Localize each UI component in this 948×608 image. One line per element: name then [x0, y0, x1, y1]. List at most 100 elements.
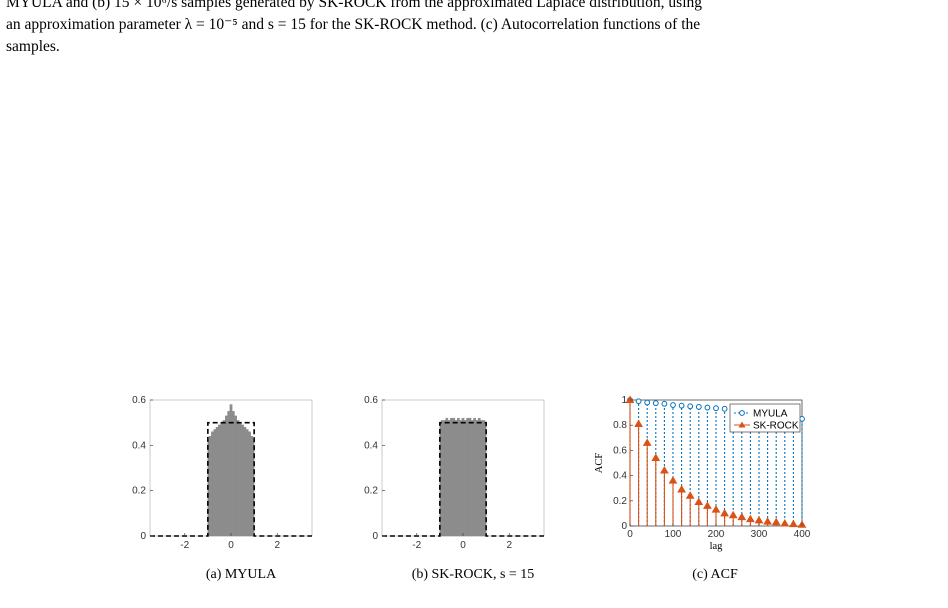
figure-caption: MYULA and (b) 15 × 10⁶/s samples generat…	[6, 0, 942, 58]
histogram-skrock: 0 0.2 0.4 0.6 -2 0 2	[350, 392, 550, 551]
histogram-bar	[218, 424, 221, 537]
histogram-bar	[463, 420, 467, 537]
point	[737, 512, 747, 521]
point	[763, 517, 772, 525]
y-axis-label: ACF	[594, 453, 605, 474]
point	[694, 497, 704, 506]
x-axis-label: lag	[710, 541, 724, 552]
x-tick-label: 2	[507, 540, 513, 551]
histogram-bar	[454, 420, 458, 537]
point	[687, 403, 694, 410]
point	[652, 400, 659, 407]
point	[711, 505, 721, 513]
point	[661, 400, 668, 407]
histogram-bar	[480, 420, 483, 537]
reference-density-line	[150, 421, 312, 537]
histogram-svg: 0 0.2 0.4 0.6 -2 0 2	[364, 395, 545, 551]
legend-label: SK-ROCK	[753, 421, 799, 432]
y-tick-label: 0.6	[613, 445, 627, 456]
point	[642, 438, 652, 446]
subcaption-b: (b) SK-ROCK, s = 15	[411, 567, 535, 582]
x-tick-label: -2	[412, 540, 421, 551]
point	[713, 405, 719, 412]
histogram-bar	[459, 420, 463, 537]
histogram-bar	[445, 417, 449, 537]
acf-plot: 0 0.2 0.4 0.6 0.8 1 0 100 200 300 400 lag ACF MYULA SK…	[590, 392, 820, 552]
point	[721, 405, 728, 412]
histogram-bar	[443, 420, 446, 537]
point	[771, 517, 781, 526]
point	[720, 508, 729, 517]
point	[703, 501, 712, 509]
y-tick-label: 0.2	[364, 486, 378, 497]
point	[780, 518, 790, 527]
histogram-bar	[450, 417, 453, 537]
histogram-bar	[215, 427, 219, 537]
histogram-bar	[227, 411, 231, 537]
legend-marker	[739, 410, 745, 416]
point	[660, 466, 669, 474]
x-tick-label: 0	[627, 529, 633, 540]
x-tick-label: 300	[751, 529, 768, 540]
point	[668, 476, 678, 484]
histogram-bar	[243, 427, 247, 537]
point	[625, 395, 635, 403]
y-tick-label: 0	[140, 531, 146, 542]
histogram-bar	[468, 417, 472, 537]
y-tick-label: 0	[372, 531, 378, 542]
y-tick-label: 0.6	[364, 395, 378, 406]
legend-marker	[738, 421, 746, 428]
histogram-bar	[457, 417, 460, 537]
histogram-bar	[482, 420, 486, 537]
x-tick-label: 200	[708, 529, 725, 540]
point	[678, 402, 685, 409]
y-tick-label: 0.2	[132, 486, 146, 497]
histogram-bar	[470, 420, 474, 537]
histogram-bar	[225, 415, 228, 537]
histogram-bar	[452, 417, 456, 537]
caption-line-1: MYULA and (b) 15 × 10⁶/s samples generat…	[6, 0, 703, 11]
y-tick-label: 0.4	[132, 440, 146, 451]
y-tick-label: 0	[621, 521, 627, 532]
point	[670, 402, 676, 408]
legend-label: MYULA	[753, 409, 788, 420]
point	[695, 404, 702, 410]
point	[728, 510, 738, 519]
point	[651, 453, 661, 461]
point	[754, 515, 764, 524]
point	[746, 514, 755, 523]
histogram-bar	[229, 404, 233, 537]
caption-line-2: an approximation parameter λ = 10⁻⁵ and …	[6, 16, 701, 33]
point	[635, 398, 642, 405]
point	[644, 399, 651, 406]
histogram-svg: 0 0.2 0.4 0.6 -2 0 2	[132, 395, 313, 551]
x-tick-label: 0	[228, 540, 234, 551]
y-tick-label: 0.4	[364, 440, 378, 451]
point	[634, 419, 643, 427]
histogram-bar	[466, 417, 469, 537]
histogram-myula: 0 0.2 0.4 0.6 -2 0 2	[118, 392, 318, 551]
y-tick-label: 1	[621, 395, 627, 406]
x-tick-label: 400	[794, 529, 811, 540]
histogram-bar	[461, 417, 465, 537]
x-tick-label: 2	[275, 540, 281, 551]
point	[789, 519, 798, 528]
histogram-bar	[220, 422, 224, 537]
point	[704, 404, 711, 411]
histogram-bar	[234, 415, 237, 537]
histogram-bar	[248, 431, 251, 537]
caption-line-3: samples.	[6, 38, 60, 55]
point	[685, 491, 695, 499]
histogram-bar	[473, 417, 476, 537]
histogram-bar	[245, 429, 249, 537]
reference-density-line	[382, 421, 544, 537]
subcaption-c: (c) ACF	[692, 567, 738, 582]
x-tick-label: 0	[460, 540, 466, 551]
histogram-bar	[238, 422, 242, 537]
subcaption-a: (a) MYULA	[205, 567, 277, 582]
x-tick-label: 100	[665, 529, 682, 540]
histogram-bar	[475, 420, 479, 537]
histogram-bar	[477, 417, 481, 537]
point	[677, 484, 686, 493]
